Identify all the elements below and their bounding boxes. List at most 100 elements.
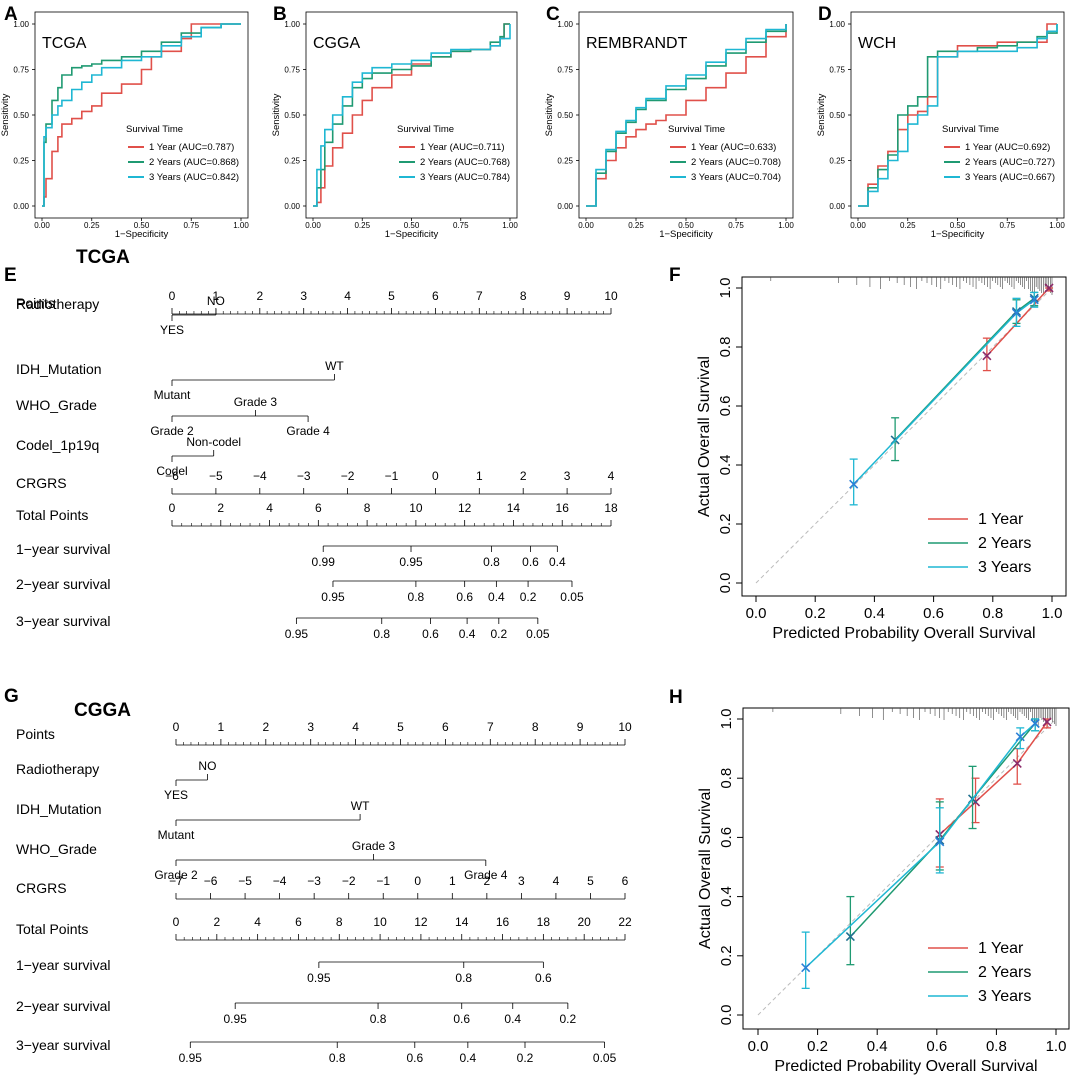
x-tick-label: 0.00: [850, 221, 866, 230]
y-tick-label: 0.25: [13, 157, 29, 166]
data-point-marker: [982, 351, 992, 361]
data-point-marker: [1015, 732, 1025, 742]
x-tick-label: 0.0: [746, 605, 767, 622]
nomogram-tick-label: −4: [253, 469, 267, 483]
nomogram-prob-label: 0.2: [517, 1051, 534, 1065]
nomogram-row-label: 1−year survival: [16, 541, 111, 557]
x-tick-label: 1.00: [1049, 221, 1065, 230]
nomogram-tick-label: 4: [553, 874, 560, 888]
nomogram-tick-label: 4: [344, 289, 351, 303]
nomogram-tick-label: 7: [487, 720, 494, 734]
nomogram-tick-label: −7: [169, 874, 183, 888]
nomogram-tick-label: 8: [336, 915, 343, 929]
nomogram-prob-label: 0.8: [455, 971, 472, 985]
legend-entry: 3 Years (AUC=0.842): [149, 172, 239, 183]
nomogram-tick-label: 3: [518, 874, 525, 888]
roc-panel-c: C REMBRANDT 0.00 0.00 0.25 0.25 0.50 0.50 0.75 0.…: [544, 4, 794, 240]
nomogram-tick-label: 14: [455, 915, 469, 929]
nomogram-tick-label: 6: [442, 720, 449, 734]
nomogram-tick-label: 10: [604, 289, 618, 303]
nomogram-level-label: Grade 2: [150, 424, 194, 438]
plot-frame: [742, 707, 1070, 1030]
data-point-marker: [845, 931, 855, 942]
nomogram-level-label: NO: [207, 294, 225, 308]
calibration-panel-h: H 0.0 0.0 0.2 0.2 0.4 0.4 0.6 0.6 0.8 0.8 1.0 1.0 Pre…: [669, 687, 1070, 1075]
nomogram-tick-label: −5: [209, 469, 223, 483]
nomogram-row-label: 3−year survival: [16, 613, 111, 629]
x-tick-label: 0.6: [923, 605, 944, 622]
x-tick-label: 0.50: [678, 221, 694, 230]
y-tick-label: 1.00: [13, 20, 29, 29]
chart-title: REMBRANDT: [586, 35, 688, 52]
nomogram-level-label: Codel: [156, 464, 187, 478]
x-tick-label: 0.75: [183, 221, 199, 230]
y-tick-label: 0.75: [13, 66, 29, 75]
nomogram-tick-label: 10: [373, 915, 387, 929]
roc-curve-series-1: [586, 24, 787, 207]
x-axis-label: Predicted Probability Overall Survival: [774, 1058, 1037, 1075]
x-tick-label: 0.25: [628, 221, 644, 230]
x-axis-label: 1−Specificity: [115, 229, 169, 240]
nomogram-prob-label: 0.4: [460, 1051, 477, 1065]
calibration-line-series-2: [849, 722, 1036, 938]
chart-title: TCGA: [42, 35, 87, 52]
nomogram-tick-label: 2: [484, 874, 491, 888]
data-point-marker: [935, 837, 945, 847]
nomogram-tick-label: 1: [476, 469, 483, 483]
nomogram-tick-label: 12: [458, 501, 472, 515]
legend-entry: 1 Year (AUC=0.711): [420, 142, 505, 153]
nomogram-tick-label: −5: [238, 874, 252, 888]
x-tick-label: 0.25: [354, 221, 370, 230]
nomogram-tick-label: 10: [618, 720, 632, 734]
y-tick-label: 1.00: [557, 20, 573, 29]
legend-entry: 1 Year: [978, 511, 1024, 528]
nomogram-title: TCGA: [76, 247, 130, 268]
nomogram-prob-label: 0.95: [285, 627, 309, 641]
nomogram-tick-label: −4: [273, 874, 287, 888]
nomogram-tick-label: 3: [300, 289, 307, 303]
panel-letter: F: [669, 265, 681, 286]
y-tick-label: 0.25: [284, 157, 300, 166]
legend-entry: 2 Years (AUC=0.708): [691, 157, 781, 168]
nomogram-tick-label: −6: [204, 874, 218, 888]
nomogram-tick-label: 6: [315, 501, 322, 515]
roc-curve-series-3: [313, 24, 511, 207]
legend-entry: 2 Years (AUC=0.768): [420, 157, 510, 168]
nomogram-row-label: Total Points: [16, 921, 88, 937]
nomogram-row-label: CRGRS: [16, 880, 67, 896]
nomogram-tick-label: 1: [213, 289, 220, 303]
nomogram-tick-label: 5: [397, 720, 404, 734]
chart-title: WCH: [858, 35, 896, 52]
x-tick-label: 0.50: [404, 221, 420, 230]
x-tick-label: 1.0: [1042, 605, 1063, 622]
nomogram-tick-label: 18: [604, 501, 618, 515]
nomogram-tick-label: 6: [295, 915, 302, 929]
y-tick-label: 0.25: [829, 157, 845, 166]
x-tick-label: 0.4: [864, 605, 885, 622]
y-axis-label: Actual Overall Survival: [696, 356, 713, 517]
nomogram-level-label: Non-codel: [186, 435, 241, 449]
nomogram-tick-label: 22: [618, 915, 632, 929]
x-tick-label: 0.50: [950, 221, 966, 230]
calibration-line-series-3: [805, 722, 1036, 969]
nomogram-prob-label: 0.6: [522, 555, 539, 569]
x-tick-label: 1.0: [1046, 1038, 1067, 1055]
x-tick-label: 0.00: [578, 221, 594, 230]
legend-title: Survival Time: [126, 124, 183, 135]
nomogram-tick-label: 2: [262, 720, 269, 734]
nomogram-title: CGGA: [74, 700, 131, 721]
roc-panel-b: B CGGA 0.00 0.00 0.25 0.25 0.50 0.50 0.75 0.75 1.0…: [271, 4, 518, 240]
nomogram-tick-label: 4: [254, 915, 261, 929]
y-tick-label: 1.00: [284, 20, 300, 29]
panel-letter: G: [4, 686, 19, 707]
x-tick-label: 0.2: [805, 605, 826, 622]
y-tick-label: 1.00: [829, 20, 845, 29]
nomogram-prob-label: 0.2: [520, 590, 537, 604]
nomogram-level-label: Grade 3: [352, 839, 396, 853]
legend-entry: 2 Years: [978, 535, 1031, 552]
nomogram-tick-label: 20: [578, 915, 592, 929]
legend-entry: 3 Years (AUC=0.704): [691, 172, 781, 183]
nomogram-tick-label: 12: [414, 915, 428, 929]
nomogram-prob-label: 0.8: [329, 1051, 346, 1065]
nomogram-tick-label: 0: [169, 501, 176, 515]
